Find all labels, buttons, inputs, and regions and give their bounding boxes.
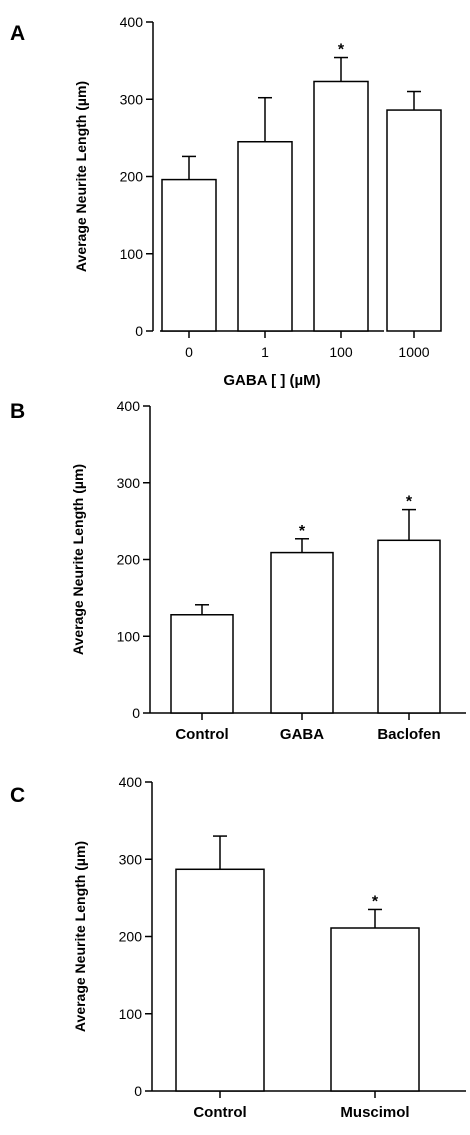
- y-tick-label: 400: [117, 398, 141, 414]
- panel-letter: B: [10, 400, 25, 423]
- bar: [377, 539, 441, 714]
- bar: [386, 109, 442, 332]
- significance-marker: *: [372, 893, 379, 910]
- y-tick-label: 200: [119, 929, 143, 945]
- x-axis-label: GABA [ ] (µM): [223, 372, 320, 389]
- y-tick-label: 100: [119, 1006, 143, 1022]
- y-axis-label: Average Neurite Length (µm): [70, 464, 86, 655]
- x-tick-label: 1: [261, 344, 269, 360]
- y-tick-label: 0: [135, 323, 143, 339]
- bar: [237, 140, 293, 332]
- x-tick-label: Control: [175, 726, 228, 743]
- bar: [161, 178, 217, 332]
- y-tick-label: 400: [120, 14, 144, 30]
- significance-marker: *: [338, 42, 345, 59]
- y-tick-label: 300: [119, 851, 143, 867]
- x-tick-label: GABA: [280, 726, 324, 743]
- x-tick-label: Control: [193, 1104, 246, 1121]
- y-tick-label: 300: [117, 475, 141, 491]
- x-tick-label: Muscimol: [340, 1104, 409, 1121]
- y-axis-label: Average Neurite Length (µm): [73, 81, 89, 272]
- y-tick-label: 300: [120, 91, 144, 107]
- bar: [175, 868, 265, 1092]
- y-tick-label: 200: [117, 552, 141, 568]
- y-tick-label: 100: [117, 628, 141, 644]
- x-tick-label: 100: [329, 344, 353, 360]
- bar: [270, 551, 334, 714]
- x-tick-label: 0: [185, 344, 193, 360]
- x-tick-label: Baclofen: [377, 726, 440, 743]
- y-tick-label: 0: [132, 705, 140, 721]
- y-tick-label: 200: [120, 169, 144, 185]
- panel-letter: C: [10, 784, 25, 807]
- significance-marker: *: [406, 494, 413, 511]
- y-tick-label: 400: [119, 774, 143, 790]
- bar: [313, 80, 369, 332]
- x-tick-label: 1000: [398, 344, 429, 360]
- panel-letter: A: [10, 22, 25, 45]
- y-tick-label: 100: [120, 246, 144, 262]
- bar: [330, 927, 420, 1092]
- y-axis-label: Average Neurite Length (µm): [72, 841, 88, 1032]
- bar: [170, 614, 234, 714]
- significance-marker: *: [299, 523, 306, 540]
- y-tick-label: 0: [134, 1083, 142, 1099]
